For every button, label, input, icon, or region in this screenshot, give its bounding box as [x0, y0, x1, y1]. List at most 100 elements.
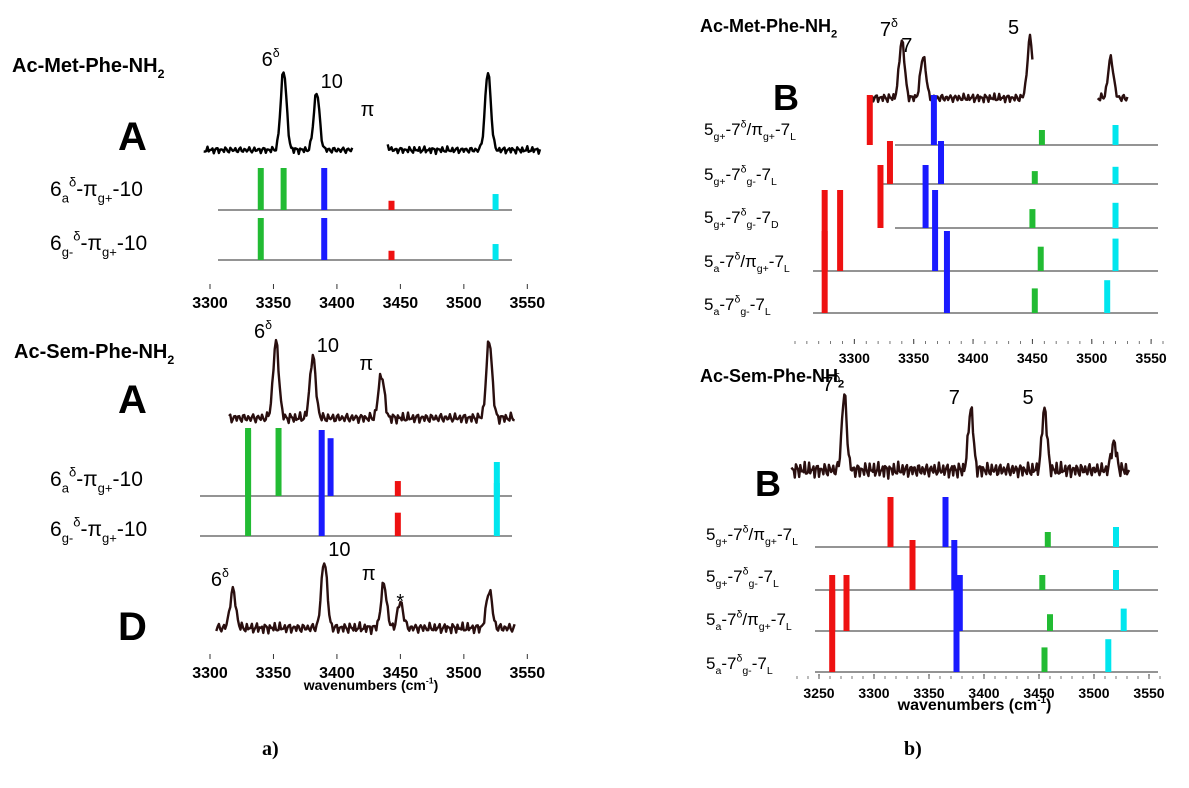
panel-title-part: 2 [167, 353, 174, 367]
conformer-label-part: g+ [98, 190, 113, 205]
conformer-label-part: L [790, 131, 796, 143]
stick-bar [1105, 639, 1112, 672]
peak-label: π [359, 353, 373, 375]
conformer-label-part: D [771, 219, 779, 231]
conformer-label-part: 5 [704, 295, 713, 314]
tick-label: 3400 [957, 350, 988, 366]
tick-label: 3350 [913, 685, 944, 701]
conformer-label-part: δ [736, 608, 742, 620]
stick-bar [1112, 238, 1119, 271]
conformer-label: 5g+​-7δ​/πg+​-7L​ [704, 118, 796, 143]
peak-label: 5 [1023, 387, 1034, 409]
panel-title: Ac-Sem-Phe-NH2​ [700, 366, 844, 390]
tick-label: 3350 [898, 350, 929, 366]
tick-label: 3400 [968, 685, 999, 701]
conformer-label-part: δ [73, 515, 80, 530]
panel-title: Ac-Sem-Phe-NH2​ [14, 341, 174, 367]
stick-bar [1039, 575, 1046, 590]
stick-bar [388, 200, 395, 210]
tick-label-part: 3350 [898, 350, 929, 366]
caption-a: a) [262, 738, 279, 760]
peak-label: 7 [901, 35, 912, 57]
tick-label-part: 3500 [1078, 685, 1109, 701]
x-axis-title: wavenumbers (cm-1​) [303, 676, 439, 693]
conformer-label-part: δ [743, 565, 749, 577]
stick-bar [1104, 280, 1111, 313]
peak-label: * [396, 591, 404, 613]
tick-label-part: 3500 [446, 295, 482, 312]
tick-label-part: 3400 [319, 665, 355, 682]
stick-bar [1037, 246, 1044, 271]
conformer-label-part: 5 [704, 120, 713, 139]
stick-bar [953, 590, 960, 672]
conformer-label-part: -7 [775, 120, 790, 139]
conformer-label-part: L [771, 176, 777, 188]
tick-label: 3550 [510, 665, 546, 682]
conformer-label-part: /π [748, 525, 764, 544]
tick-label: 3550 [1136, 350, 1167, 366]
peak-label-part: δ [222, 566, 229, 580]
conformer-label-part: -π [81, 232, 102, 255]
conformer-label-part: /π [742, 610, 758, 629]
conformer-label-part: g+ [715, 578, 727, 590]
tick-label: 3300 [839, 350, 870, 366]
peak-label-part: 6 [211, 569, 222, 591]
stick-bar [829, 590, 836, 672]
caption-b: b) [904, 738, 922, 760]
conformer-label-part: -7 [725, 120, 740, 139]
x-axis-title: wavenumbers (cm-1​) [897, 695, 1052, 714]
spectrum-trace [871, 33, 1034, 104]
stick-bar [1120, 608, 1127, 631]
spectrum-trace [215, 562, 516, 636]
conformer-label-part: /π [740, 252, 756, 271]
tick-label-part: 3450 [1023, 685, 1054, 701]
tick-label-part: 3500 [1076, 350, 1107, 366]
panel-3: D 6δ​ 10 π * 3300 3350 3400 3450 3500 3550 wavenumb… [118, 539, 545, 693]
peak-label-part: 7 [949, 387, 960, 409]
conformer-label: 5a​-7δ​/πg+​-7L​ [706, 608, 792, 633]
conformer-label-part: 6 [50, 178, 62, 201]
panel-title-part: Ac-Met-Phe-NH [12, 55, 158, 77]
stick-bar [1112, 202, 1119, 228]
peak-label: 6δ​ [254, 318, 272, 343]
stick-bar [1113, 570, 1119, 590]
stick-bar [951, 540, 958, 590]
conformer-label-part: -7 [752, 654, 767, 673]
spectrum-trace [228, 338, 515, 425]
x-axis-title-part: wavenumbers (cm [897, 697, 1038, 714]
conformer-label-part: g+ [765, 536, 777, 548]
peak-label: 10 [328, 539, 350, 561]
peak-label-part: 10 [328, 539, 350, 561]
conformer-label: 5g+​-7δ​g-​-7L​ [704, 163, 777, 188]
stick-bar [493, 462, 500, 496]
conformer-label: 5g+​-7δ​g-​-7L​ [706, 565, 779, 590]
tick-label-part: 3300 [858, 685, 889, 701]
conformer-label: 5a​-7δ​g-​-7L​ [706, 652, 773, 677]
conformer-label-part: 6 [50, 468, 62, 491]
conformer-label-part: g+ [713, 219, 725, 231]
peak-label: 5 [1008, 17, 1019, 39]
conformer-label-part: -10 [113, 178, 143, 201]
conformer-label-part: L [773, 578, 779, 590]
tick-label-part: 3350 [256, 665, 292, 682]
peak-label-part: δ [273, 46, 280, 60]
conformer-label-part: L [784, 263, 790, 275]
conformer-label-part: -10 [117, 232, 147, 255]
tick-label: 3300 [192, 665, 228, 682]
stick-bar [932, 190, 939, 271]
tick-label-part: 3500 [446, 665, 482, 682]
tick-label: 3450 [383, 665, 419, 682]
stick-bar [492, 244, 499, 260]
peak-label: 10 [321, 71, 343, 93]
panel-letter-part: D [118, 605, 147, 649]
stick-bar [280, 168, 287, 210]
tick-label-part: 3300 [839, 350, 870, 366]
conformer-label-part: -7 [719, 295, 734, 314]
panel-letter-part: B [755, 463, 781, 504]
conformer-label: 5a​-7δ​/πg+​-7L​ [704, 250, 790, 275]
peak-label: 7δ​ [822, 371, 840, 396]
stick-bar [887, 497, 894, 547]
conformer-label-part: g+ [713, 131, 725, 143]
conformer-label-part: 5 [706, 610, 715, 629]
stick-bar [1113, 527, 1119, 547]
